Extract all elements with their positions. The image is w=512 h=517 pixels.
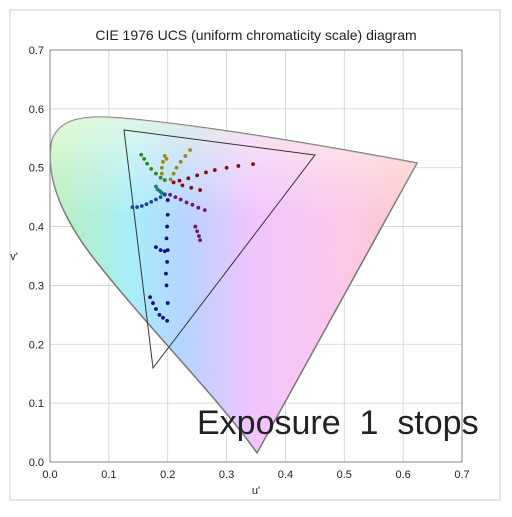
point [157,312,162,317]
point [165,198,170,202]
point [149,166,154,171]
point [178,159,183,164]
x-tick-label: 0.4 [278,469,293,481]
point [196,205,201,210]
point [165,224,170,229]
point [198,188,202,192]
point [158,248,163,253]
point [158,195,163,200]
point [159,171,164,176]
point [193,224,198,229]
point [130,205,135,210]
point [212,168,217,172]
point [162,249,167,254]
point [184,200,189,205]
point [154,184,158,189]
x-tick-label: 0.0 [42,469,57,481]
y-tick-label: 0.6 [29,104,44,116]
point [139,204,144,208]
point [135,205,140,210]
annotation: Exposure 1 stops [197,404,479,442]
point [162,154,167,158]
y-tick-label: 0.0 [29,457,44,469]
y-tick-label: 0.1 [29,398,44,410]
gamut-triangle [123,129,316,370]
point [139,152,144,157]
point [173,195,178,200]
x-tick-label: 0.6 [395,469,410,481]
point [165,212,170,217]
point [164,271,168,276]
x-tick-label: 0.7 [454,469,469,481]
point [161,315,165,320]
point [236,164,241,168]
point [168,177,173,182]
point [195,229,200,234]
y-tick-label: 0.3 [29,280,44,292]
point [204,170,208,175]
x-tick-label: 0.5 [337,469,352,481]
plot-border [49,49,463,463]
point [224,165,229,170]
point [180,183,185,188]
point [162,192,167,197]
point [165,259,170,264]
point [154,245,158,250]
point [161,159,165,164]
point [188,148,192,152]
x-tick-label: 0.1 [101,469,116,481]
chart-title: CIE 1976 UCS (uniform chromaticity scale… [95,27,416,43]
point [148,295,152,300]
point [165,248,170,253]
point [174,165,179,170]
point [162,178,167,182]
point [178,197,183,202]
x-tick-label: 0.2 [160,469,175,481]
point [164,283,169,288]
point [198,238,202,243]
point [154,171,158,176]
point [189,185,194,190]
point [171,180,176,185]
point [144,202,149,207]
point [159,191,164,195]
y-tick-label: 0.2 [29,339,44,351]
point [202,208,207,212]
point [195,173,200,178]
point [190,202,195,207]
point [164,156,169,161]
point [145,161,150,166]
point [251,162,255,167]
point [158,175,163,180]
y-tick-label: 0.7 [29,45,44,57]
y-tick-label: 0.4 [29,222,44,234]
y-tick-label: 0.5 [29,163,44,175]
locus-shade [50,117,417,454]
point [142,156,147,161]
point [183,154,188,158]
y-axis-label: v' [10,251,18,263]
point [154,307,158,311]
point [149,199,154,204]
point [186,176,191,181]
point [159,165,164,170]
point [164,236,169,241]
point [197,234,201,238]
point [168,192,172,197]
x-tick-label: 0.3 [219,469,234,481]
point [154,197,158,202]
point [165,301,170,305]
x-axis-label: u' [252,485,260,497]
point [177,178,182,183]
point [171,171,176,176]
point [165,318,170,323]
point [151,301,155,305]
